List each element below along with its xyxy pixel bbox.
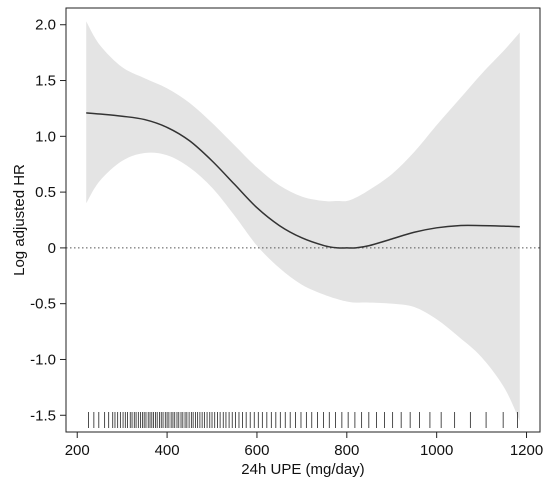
rug-plot-layer (88, 412, 518, 428)
x-axis-title: 24h UPE (mg/day) (241, 461, 364, 478)
x-tick-label: 1000 (420, 442, 453, 459)
axes-layer: 200 400 600 800 1000 1200 2.0 1.5 1.0 0.5 0 -0.5 -1.… (30, 7, 543, 459)
x-tick-label: 600 (244, 442, 269, 459)
y-axis-title: Log adjusted HR (11, 164, 28, 276)
confidence-band-layer (86, 21, 520, 421)
x-tick-label: 800 (334, 442, 359, 459)
y-tick-label: 1.5 (35, 73, 56, 90)
hr-curve (86, 112, 520, 249)
y-tick-label: 2.0 (35, 17, 56, 34)
y-tick-label: 1.0 (35, 128, 56, 145)
x-tick-label: 1200 (510, 442, 543, 459)
confidence-band (86, 21, 520, 421)
x-tick-label: 200 (65, 442, 90, 459)
y-tick-label: 0 (48, 240, 56, 257)
y-tick-label: 0.5 (35, 184, 56, 201)
y-tick-label: -0.5 (30, 296, 56, 313)
y-tick-label: -1.5 (30, 407, 56, 424)
plot-frame (65, 7, 541, 433)
y-tick-label: -1.0 (30, 351, 56, 368)
x-tick-label: 400 (155, 442, 180, 459)
series-line-layer (86, 112, 520, 249)
